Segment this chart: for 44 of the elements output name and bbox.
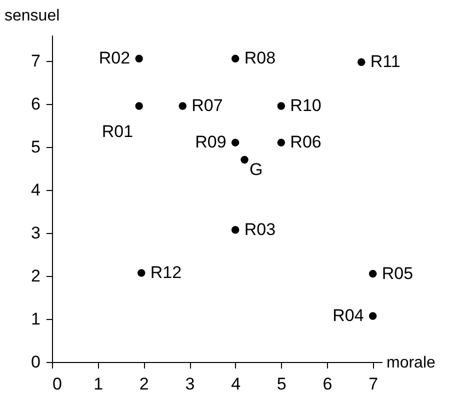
y-tick-label: 0 [31, 352, 40, 372]
point [138, 269, 146, 277]
data-label: R07 [192, 96, 223, 115]
data-label: R01 [102, 122, 134, 141]
x-tick-label: 7 [368, 374, 378, 394]
data-label: R02 [98, 48, 130, 68]
data-label: R05 [382, 264, 414, 283]
data-label: R12 [150, 262, 182, 282]
y-tick-label: 6 [31, 94, 40, 114]
y-tick-label: 2 [31, 266, 40, 286]
x-tick-label: 4 [231, 374, 241, 394]
x-tick-label: 5 [276, 374, 286, 394]
data-label: R06 [290, 132, 322, 152]
y-tick-label: 7 [31, 51, 40, 70]
point [231, 226, 240, 234]
y-tick-label: 4 [31, 180, 40, 200]
y-tick-label: 1 [31, 309, 40, 328]
x-axis-title: morale [386, 354, 436, 372]
x-tick-label: 6 [322, 374, 332, 394]
y-tick-label: 3 [31, 223, 40, 242]
data-label: R08 [244, 48, 276, 68]
data-label: R10 [290, 96, 322, 115]
x-tick-label: 3 [185, 374, 195, 394]
point [231, 138, 240, 146]
y-axis-title: sensuel [4, 8, 60, 24]
data-label: R04 [332, 306, 364, 325]
point [231, 54, 240, 63]
data-label: R03 [244, 220, 276, 239]
x-tick-label: 0 [52, 374, 62, 394]
point [277, 102, 286, 110]
x-tick-label: 1 [94, 374, 104, 394]
y-tick-label: 5 [31, 137, 40, 156]
x-tick-label: 2 [139, 374, 149, 394]
point [277, 138, 286, 146]
point [135, 54, 143, 63]
series-label: G [250, 160, 263, 179]
point [240, 156, 248, 164]
point [178, 102, 186, 110]
point [368, 312, 377, 320]
point [368, 270, 377, 278]
data-label: R09 [195, 132, 226, 152]
point [358, 58, 366, 66]
data-label: R11 [370, 52, 400, 72]
point [135, 102, 143, 110]
